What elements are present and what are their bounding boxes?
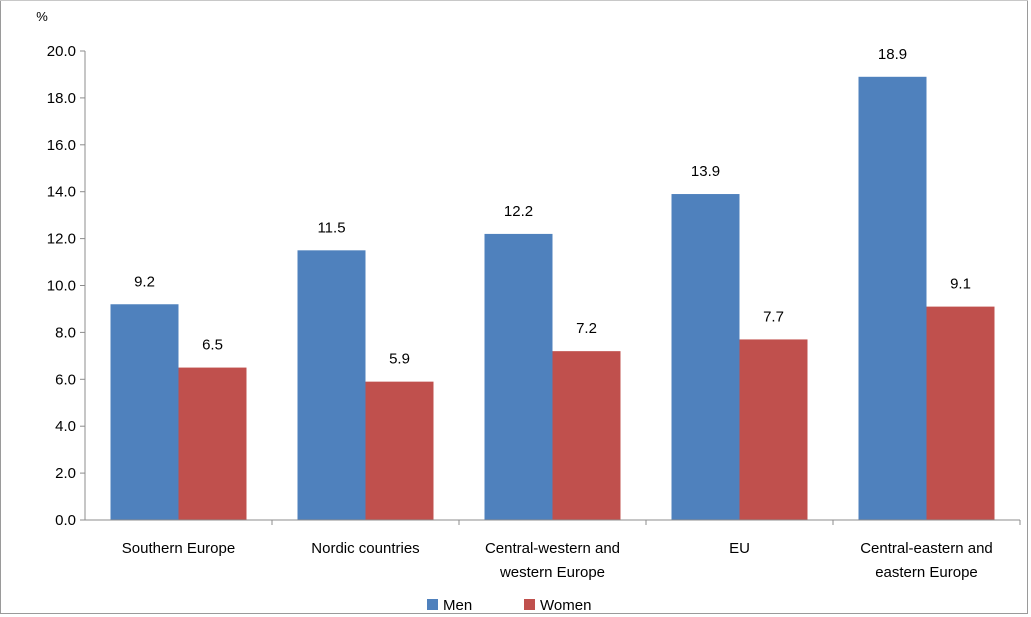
y-tick-label: 2.0 xyxy=(55,465,76,482)
data-label-women-4: 9.1 xyxy=(950,276,971,293)
y-tick-label: 4.0 xyxy=(55,418,76,435)
bar-women-0 xyxy=(178,367,247,520)
data-label-men-3: 13.9 xyxy=(691,163,720,180)
bar-men-3 xyxy=(671,194,740,521)
data-label-women-2: 7.2 xyxy=(576,320,597,337)
y-tick-label: 10.0 xyxy=(47,278,76,295)
y-tick-label: 8.0 xyxy=(55,324,76,341)
x-category-label: EU xyxy=(729,540,750,557)
y-tick-label: 20.0 xyxy=(47,43,76,60)
data-label-men-0: 9.2 xyxy=(134,273,155,290)
bar-women-4 xyxy=(926,306,995,520)
y-tick-label: 6.0 xyxy=(55,371,76,388)
bar-women-3 xyxy=(739,339,808,520)
y-tick-label: 12.0 xyxy=(47,231,76,248)
bars-group: 9.2 6.5 11.5 5.9 12.2 7.2 13.9 7.7 18.9 9.1 xyxy=(110,46,995,521)
y-tick-label: 14.0 xyxy=(47,184,76,201)
data-label-men-4: 18.9 xyxy=(878,46,907,63)
bar-men-2 xyxy=(484,233,553,520)
data-label-women-1: 5.9 xyxy=(389,351,410,368)
y-tick-label: 0.0 xyxy=(55,512,76,529)
legend-swatch-women xyxy=(524,599,535,610)
bar-women-2 xyxy=(552,351,621,520)
data-label-women-3: 7.7 xyxy=(763,308,784,325)
x-axis-labels: Southern Europe Nordic countries Central-w… xyxy=(122,520,1021,581)
data-label-men-2: 12.2 xyxy=(504,203,533,220)
legend-swatch-men xyxy=(427,599,438,610)
x-category-label: western Europe xyxy=(499,564,605,581)
bar-men-4 xyxy=(858,76,927,521)
bar-men-1 xyxy=(297,250,366,520)
legend-label-men: Men xyxy=(443,597,472,614)
y-tick-label: 18.0 xyxy=(47,90,76,107)
x-category-label: Central-eastern and xyxy=(860,540,993,557)
x-category-label: Southern Europe xyxy=(122,540,235,557)
x-category-label: Nordic countries xyxy=(311,540,419,557)
x-category-label: eastern Europe xyxy=(875,564,978,581)
y-tick-label: 16.0 xyxy=(47,137,76,154)
data-label-men-1: 11.5 xyxy=(317,219,345,236)
bar-women-1 xyxy=(365,381,434,520)
bar-men-0 xyxy=(110,304,179,520)
x-category-label: Central-western and xyxy=(485,540,620,557)
legend: Men Women xyxy=(427,597,591,614)
chart-frame-top xyxy=(0,0,1028,1)
legend-label-women: Women xyxy=(540,597,591,614)
data-label-women-0: 6.5 xyxy=(202,337,223,354)
y-axis-label: % xyxy=(36,9,48,24)
y-axis-ticks: 0.0 2.0 4.0 6.0 8.0 10.0 12.0 14.0 16.0 18.0 20.0 xyxy=(47,43,85,529)
